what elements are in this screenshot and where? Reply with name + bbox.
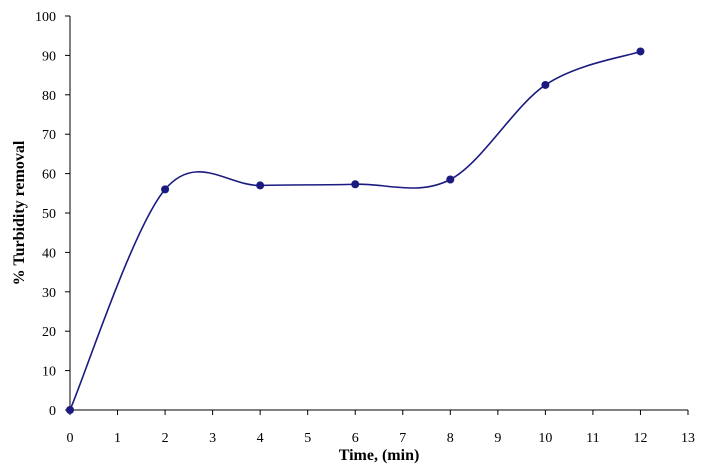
series-line — [69, 50, 641, 411]
x-tick-label: 12 — [633, 431, 647, 446]
x-tick-label: 1 — [114, 431, 121, 446]
x-tick-label: 5 — [304, 431, 311, 446]
x-tick-label: 9 — [494, 431, 501, 446]
y-tick-label: 70 — [42, 128, 56, 143]
x-axis-ticks: 0 1 2 3 4 5 6 7 8 9 10 11 12 13 — [67, 410, 695, 446]
x-tick-label: 6 — [352, 431, 359, 446]
y-tick-label: 90 — [42, 49, 56, 64]
y-tick-label: 0 — [49, 404, 56, 419]
data-point — [541, 80, 550, 89]
x-axis-title: Time, (min) — [339, 447, 420, 464]
data-point — [256, 181, 265, 190]
data-point — [161, 185, 170, 194]
y-tick-label: 20 — [42, 325, 56, 340]
series — [66, 47, 645, 414]
x-tick-label: 0 — [67, 431, 74, 446]
x-tick-label: 4 — [257, 431, 264, 446]
y-tick-label: 100 — [35, 10, 56, 25]
x-tick-label: 8 — [447, 431, 454, 446]
y-tick-label: 80 — [42, 89, 56, 104]
x-tick-label: 11 — [586, 431, 599, 446]
x-tick-label: 2 — [162, 431, 169, 446]
x-tick-label: 7 — [399, 431, 406, 446]
data-point — [351, 180, 360, 189]
data-point — [446, 175, 455, 184]
y-axis-ticks: 0 10 20 30 40 50 60 70 80 90 100 — [35, 10, 70, 419]
data-point — [66, 406, 74, 414]
x-tick-label: 3 — [209, 431, 216, 446]
y-tick-label: 40 — [42, 246, 56, 261]
y-tick-label: 50 — [42, 207, 56, 222]
y-tick-label: 10 — [42, 365, 56, 380]
y-tick-label: 60 — [42, 168, 56, 183]
y-axis-title: % Turbidity removal — [11, 140, 28, 285]
y-tick-label: 30 — [42, 286, 56, 301]
x-tick-label: 13 — [681, 431, 695, 446]
data-point — [636, 47, 645, 56]
x-tick-label: 10 — [538, 431, 552, 446]
